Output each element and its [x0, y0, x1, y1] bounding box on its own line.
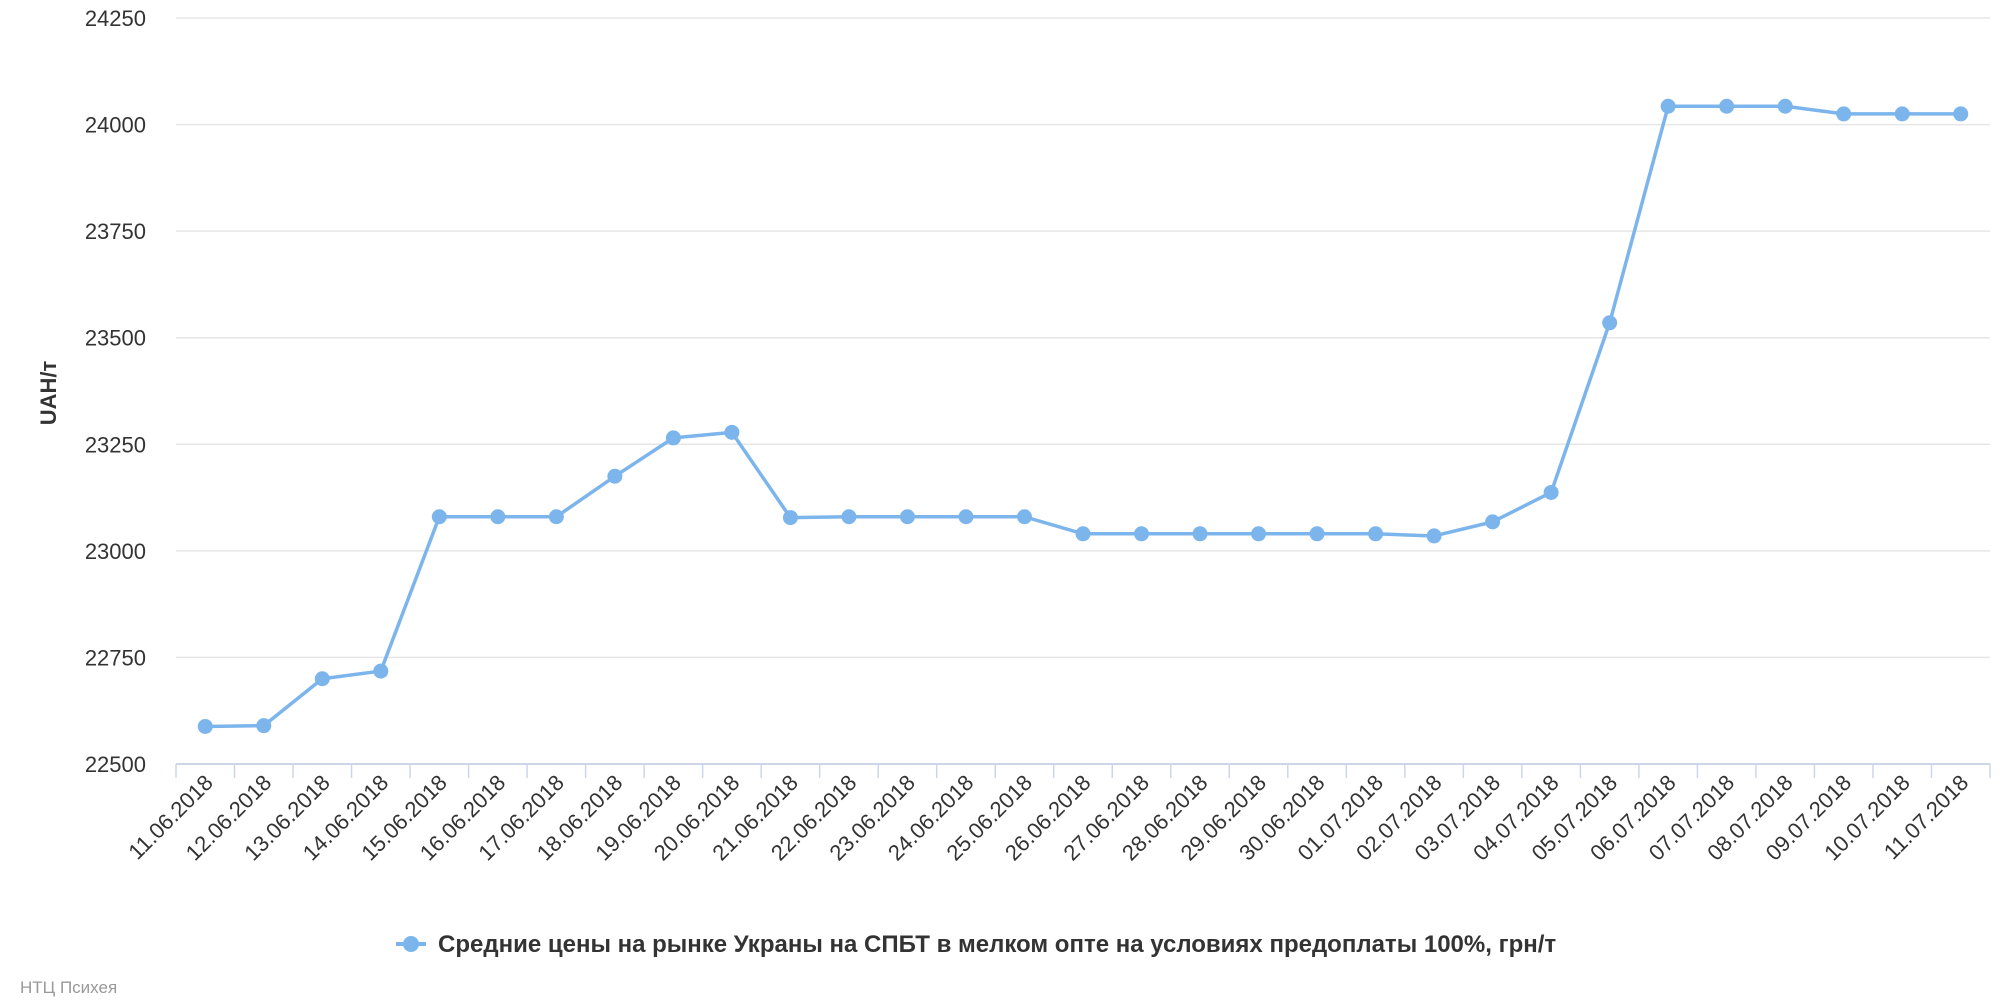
data-point[interactable]	[1894, 106, 1910, 122]
y-tick-label: 23500	[85, 326, 146, 351]
y-axis-title: UAH/т	[36, 361, 61, 426]
data-point[interactable]	[1016, 509, 1032, 525]
y-tick-label: 23750	[85, 219, 146, 244]
data-point[interactable]	[1777, 98, 1793, 114]
x-axis: 11.06.201812.06.201813.06.201814.06.2018…	[123, 763, 1991, 865]
data-point[interactable]	[1485, 514, 1501, 530]
data-point[interactable]	[1368, 526, 1384, 542]
data-point[interactable]	[665, 430, 681, 446]
data-point[interactable]	[1192, 526, 1208, 542]
data-point[interactable]	[314, 671, 330, 687]
chart-credit[interactable]: НТЦ Психея	[20, 978, 118, 997]
y-tick-label: 22750	[85, 645, 146, 670]
data-point[interactable]	[197, 718, 213, 734]
data-point[interactable]	[1251, 526, 1267, 542]
data-point[interactable]	[607, 468, 623, 484]
data-point[interactable]	[1075, 526, 1091, 542]
gridlines	[176, 17, 1990, 659]
data-point[interactable]	[724, 424, 740, 440]
series-line	[203, 104, 1963, 729]
series-layer	[197, 98, 1969, 734]
y-axis: 22500 22750 23000 23250 23500 23750 24000 24250	[85, 6, 146, 777]
data-point[interactable]	[958, 509, 974, 525]
y-tick-label: 23000	[85, 539, 146, 564]
data-point[interactable]	[1309, 526, 1325, 542]
y-tick-label: 24000	[85, 113, 146, 138]
data-point[interactable]	[841, 509, 857, 525]
data-point[interactable]	[1134, 526, 1150, 542]
legend-item-label[interactable]: Средние цены на рынке Украны на СПБТ в м…	[438, 931, 1556, 958]
data-point[interactable]	[373, 663, 389, 679]
data-point[interactable]	[431, 509, 447, 525]
data-point[interactable]	[1602, 315, 1618, 331]
data-point[interactable]	[1426, 528, 1442, 544]
data-point[interactable]	[782, 510, 798, 526]
y-tick-label: 22500	[85, 752, 146, 777]
data-point[interactable]	[548, 509, 564, 525]
data-point[interactable]	[1953, 106, 1969, 122]
data-point[interactable]	[1543, 484, 1559, 500]
data-point[interactable]	[1836, 106, 1852, 122]
data-point[interactable]	[256, 718, 272, 734]
y-tick-label: 23250	[85, 432, 146, 457]
data-point[interactable]	[490, 509, 506, 525]
legend-marker-symbol	[403, 936, 419, 952]
data-point[interactable]	[1719, 98, 1735, 114]
y-tick-label: 24250	[85, 6, 146, 31]
data-point[interactable]	[899, 509, 915, 525]
data-point[interactable]	[1660, 98, 1676, 114]
legend[interactable]: Средние цены на рынке Украны на СПБТ в м…	[396, 931, 1556, 958]
